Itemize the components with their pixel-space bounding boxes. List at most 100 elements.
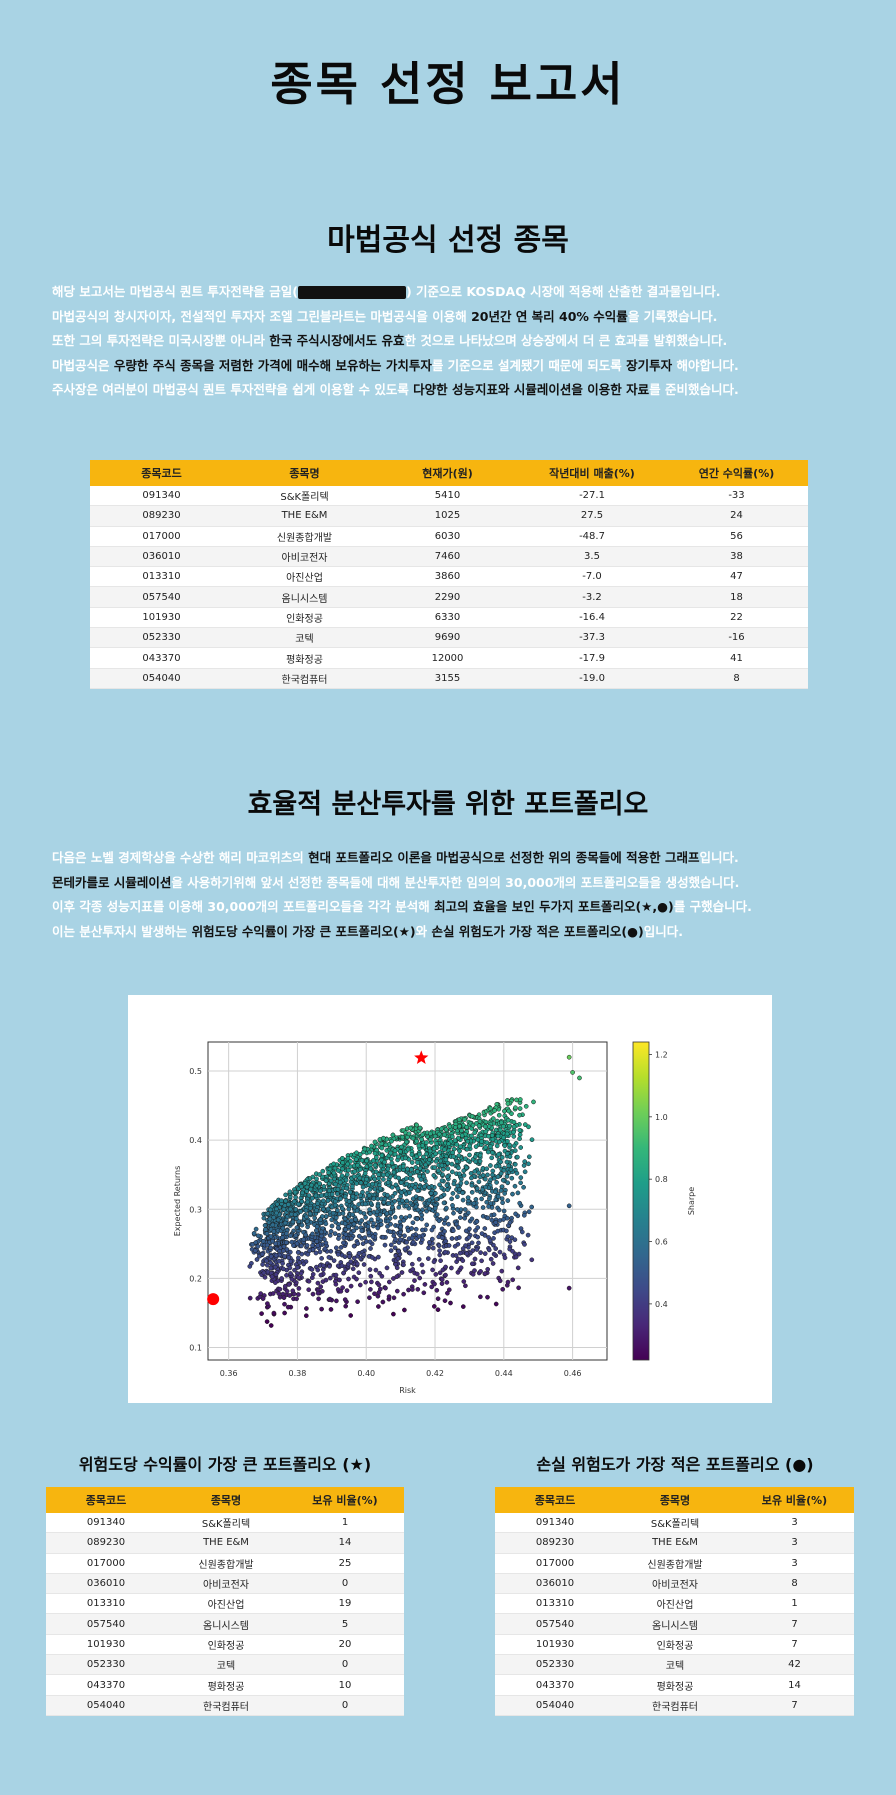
table-cell: 3155 bbox=[376, 668, 519, 689]
portfolio-point bbox=[310, 1291, 316, 1297]
portfolio-point bbox=[517, 1200, 523, 1206]
table-row: 036010 아비코전자 7460 3.5 38 bbox=[90, 546, 808, 568]
portfolio-point bbox=[335, 1252, 341, 1257]
portfolio-point bbox=[371, 1158, 376, 1163]
portfolio-point bbox=[310, 1243, 315, 1248]
table-cell: 3 bbox=[735, 1532, 854, 1554]
portfolio-point bbox=[426, 1197, 432, 1203]
portfolio-point bbox=[566, 1285, 572, 1291]
portfolio-point bbox=[398, 1214, 404, 1220]
portfolio-point bbox=[417, 1275, 423, 1281]
portfolio-point bbox=[410, 1287, 415, 1292]
table-cell: 14 bbox=[286, 1532, 404, 1554]
colorbar-tick-label: 1.2 bbox=[655, 1050, 668, 1059]
portfolio-point bbox=[476, 1240, 481, 1246]
portfolio-point bbox=[392, 1214, 398, 1220]
portfolio-point bbox=[493, 1220, 499, 1225]
portfolio-point bbox=[334, 1298, 339, 1304]
portfolio-point bbox=[504, 1151, 510, 1156]
portfolio-point bbox=[513, 1211, 518, 1217]
portfolio-point bbox=[479, 1231, 485, 1236]
portfolio-point bbox=[517, 1106, 523, 1111]
table-cell: 14 bbox=[735, 1674, 854, 1696]
table-cell: 평화정공 bbox=[615, 1674, 735, 1696]
table-row: 101930 인화정공 20 bbox=[46, 1634, 404, 1656]
portfolio-point bbox=[521, 1163, 527, 1168]
portfolio-point bbox=[270, 1291, 276, 1296]
portfolio-point bbox=[445, 1174, 450, 1180]
portfolio-point bbox=[367, 1267, 373, 1272]
portfolio-point bbox=[391, 1311, 396, 1317]
portfolio-point bbox=[304, 1188, 310, 1194]
portfolio-point bbox=[498, 1159, 504, 1165]
portfolio-point bbox=[419, 1237, 425, 1243]
portfolio-point bbox=[444, 1215, 450, 1221]
portfolio-point bbox=[407, 1190, 412, 1196]
table-cell: 043370 bbox=[46, 1674, 166, 1696]
portfolio-point bbox=[502, 1108, 507, 1114]
portfolio-point bbox=[262, 1223, 268, 1228]
paragraph-text: 를 준비했습니다. bbox=[649, 382, 739, 397]
portfolio-point bbox=[416, 1256, 422, 1262]
table-cell: THE E&M bbox=[615, 1532, 735, 1554]
portfolio-point bbox=[398, 1180, 404, 1185]
portfolio-point bbox=[331, 1258, 337, 1263]
table-cell: 1025 bbox=[376, 505, 519, 527]
portfolio-point bbox=[296, 1255, 301, 1261]
portfolio-point bbox=[413, 1165, 419, 1170]
portfolio-point bbox=[342, 1194, 348, 1200]
portfolio-point bbox=[355, 1241, 361, 1246]
paragraph-text: 입니다. bbox=[643, 923, 683, 939]
portfolio-point bbox=[410, 1135, 416, 1141]
portfolio-point bbox=[471, 1201, 477, 1206]
highlight-text: 한국 주식시장에서도 유효 bbox=[269, 333, 405, 348]
portfolio-point bbox=[390, 1132, 396, 1138]
table-cell: 56 bbox=[665, 526, 808, 547]
portfolio-point bbox=[451, 1181, 457, 1187]
portfolio-point bbox=[382, 1159, 387, 1165]
portfolio-point bbox=[348, 1283, 354, 1289]
table-cell: 42 bbox=[735, 1654, 854, 1676]
portfolio-point bbox=[296, 1286, 302, 1291]
portfolio-point bbox=[522, 1169, 528, 1175]
portfolio-point bbox=[522, 1159, 528, 1164]
table-cell: 인화정공 bbox=[166, 1634, 286, 1656]
highlight-text: 몬테카를로 시뮬레이션 bbox=[52, 874, 172, 890]
portfolio-point bbox=[280, 1266, 286, 1272]
portfolio-point bbox=[279, 1198, 284, 1204]
portfolio-point bbox=[304, 1214, 309, 1220]
portfolio-point bbox=[474, 1247, 480, 1252]
table-cell: 아비코전자 bbox=[233, 546, 376, 568]
portfolio-point bbox=[399, 1198, 405, 1204]
portfolio-point bbox=[482, 1251, 488, 1256]
portfolio-point bbox=[404, 1198, 410, 1204]
portfolio-point bbox=[369, 1143, 374, 1149]
portfolio-point bbox=[521, 1212, 527, 1218]
portfolio-point bbox=[285, 1304, 291, 1310]
min-risk-table: 종목코드 종목명 보유 비율(%) 091340 S&K폴리텍 3 089230 THE E… bbox=[495, 1487, 854, 1716]
portfolio-point bbox=[355, 1299, 360, 1305]
portfolio-point bbox=[301, 1237, 307, 1242]
portfolio-point bbox=[416, 1143, 422, 1149]
portfolio-point bbox=[507, 1220, 513, 1225]
portfolio-point bbox=[443, 1157, 449, 1163]
portfolio-point bbox=[430, 1267, 435, 1273]
portfolio-point bbox=[478, 1250, 483, 1255]
portfolio-point bbox=[495, 1174, 501, 1180]
portfolio-point bbox=[367, 1207, 372, 1212]
portfolio-point bbox=[464, 1251, 470, 1257]
y-tick-label: 0.5 bbox=[189, 1067, 202, 1076]
portfolio-point bbox=[298, 1209, 304, 1214]
portfolio-point bbox=[358, 1193, 363, 1198]
portfolio-point bbox=[368, 1287, 373, 1292]
table-cell: 013310 bbox=[90, 566, 233, 588]
portfolio-point bbox=[416, 1234, 422, 1239]
portfolio-point bbox=[439, 1162, 445, 1168]
table-cell: 091340 bbox=[46, 1513, 166, 1534]
table-cell: 017000 bbox=[495, 1553, 615, 1574]
portfolio-point bbox=[529, 1137, 535, 1143]
portfolio-point bbox=[317, 1249, 323, 1255]
portfolio-point bbox=[396, 1204, 402, 1210]
max-sharpe-table: 종목코드 종목명 보유 비율(%) 091340 S&K폴리텍 1 089230 THE E… bbox=[46, 1487, 404, 1716]
portfolio-point bbox=[428, 1131, 433, 1137]
